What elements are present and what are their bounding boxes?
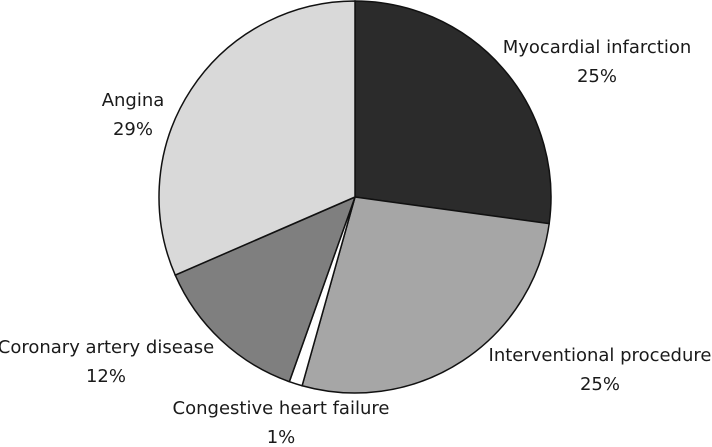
value-label: 12% [86, 366, 126, 387]
pie-slice [158, 0, 356, 277]
pie-slice [354, 0, 552, 225]
slice-label: Congestive heart failure [173, 398, 390, 419]
value-label: 25% [580, 374, 620, 395]
value-label: 29% [113, 119, 153, 140]
slice-label: Interventional procedure [489, 345, 712, 366]
pie-slice [301, 196, 551, 394]
slice-label: Myocardial infarction [503, 37, 692, 58]
slice-label: Angina [102, 90, 165, 111]
value-label: 1% [267, 427, 296, 447]
value-label: 25% [577, 66, 617, 87]
pie-slice [174, 195, 357, 383]
slice-label: Coronary artery disease [0, 337, 214, 358]
